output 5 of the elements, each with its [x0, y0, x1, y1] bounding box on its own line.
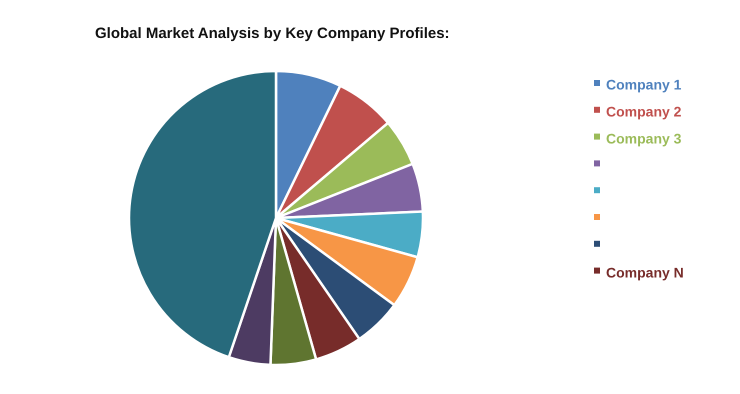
legend-label: Company 2: [606, 104, 682, 120]
legend-label: Company N: [606, 264, 684, 280]
legend-label: Company 3: [606, 130, 682, 146]
legend-label: Company 1: [606, 76, 682, 93]
chart-title: Global Market Analysis by Key Company Profiles:: [95, 25, 450, 42]
